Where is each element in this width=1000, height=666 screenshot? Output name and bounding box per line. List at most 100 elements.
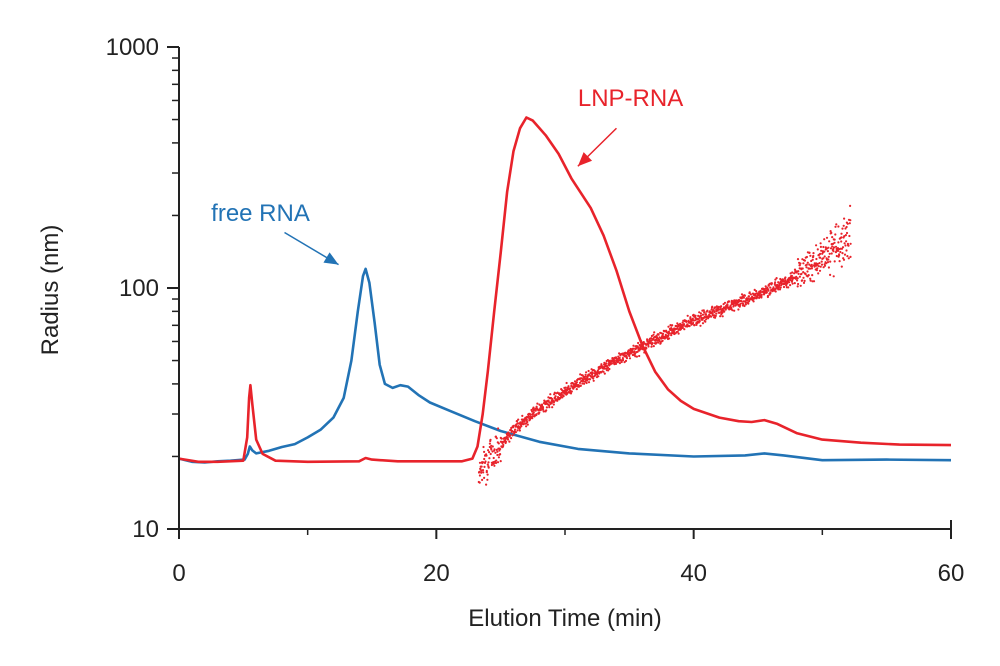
scatter-point: [702, 309, 705, 312]
scatter-point: [494, 435, 497, 438]
scatter-point: [791, 271, 794, 274]
scatter-point: [832, 250, 835, 253]
scatter-point: [677, 332, 680, 335]
scatter-point: [499, 460, 502, 463]
scatter-point: [626, 351, 630, 354]
scatter-point: [638, 354, 641, 358]
scatter-point: [802, 271, 805, 274]
scatter-point: [632, 344, 635, 347]
scatter-point: [581, 382, 584, 385]
scatter-point: [812, 252, 815, 255]
scatter-point: [748, 291, 751, 294]
scatter-point: [613, 359, 616, 362]
scatter-point: [834, 233, 837, 236]
scatter-point: [811, 274, 814, 277]
scatter-point: [490, 463, 493, 467]
scatter-point: [729, 304, 732, 307]
scatter-point: [541, 406, 545, 409]
scatter-point: [795, 271, 798, 274]
scatter-point: [508, 434, 512, 437]
scatter-point: [759, 291, 763, 294]
scatter-point: [525, 418, 528, 421]
scatter-point: [810, 259, 813, 263]
scatter-point: [579, 384, 582, 387]
scatter-point: [602, 370, 605, 373]
scatter-point: [840, 240, 843, 243]
scatter-point: [840, 232, 843, 235]
scatter-point: [816, 262, 819, 265]
scatter-point: [730, 307, 733, 310]
scatter-point: [793, 272, 796, 275]
scatter-point: [780, 282, 783, 286]
scatter-point: [578, 381, 582, 384]
scatter-point: [685, 320, 688, 323]
scatter-point: [568, 387, 572, 390]
scatter-point: [637, 341, 640, 345]
scatter-point: [698, 311, 701, 314]
scatter-point: [740, 297, 744, 300]
scatter-point: [562, 395, 565, 398]
scatter-point: [531, 410, 534, 413]
scatter-point: [818, 269, 822, 272]
scatter-point: [767, 284, 770, 287]
scatter-point: [478, 474, 481, 477]
scatter-point: [618, 356, 621, 360]
scatter-point: [796, 279, 799, 282]
scatter-point: [842, 258, 846, 261]
scatter-point: [523, 419, 526, 422]
scatter-point: [830, 252, 833, 255]
scatter-point: [549, 393, 552, 396]
scatter-point: [798, 264, 801, 267]
scatter-point: [640, 344, 643, 347]
scatter-point: [597, 375, 600, 378]
scatter-point: [633, 350, 636, 353]
scatter-point: [823, 264, 827, 267]
scatter-point: [668, 337, 671, 340]
scatter-point: [838, 254, 841, 257]
scatter-point: [520, 425, 523, 428]
scatter-point: [739, 302, 742, 305]
scatter-point: [642, 343, 645, 346]
scatter-point: [710, 308, 713, 311]
scatter-point: [823, 238, 826, 241]
scatter-point: [485, 483, 488, 486]
scatter-point: [645, 347, 648, 350]
scatter-point: [715, 312, 718, 315]
scatter-point: [845, 225, 848, 229]
scatter-point: [717, 305, 721, 308]
scatter-point: [711, 314, 714, 317]
scatter-point: [497, 427, 500, 430]
scatter-point: [592, 377, 595, 380]
scatter-point: [840, 265, 843, 268]
scatter-point: [510, 429, 514, 432]
scatter-point: [565, 381, 568, 385]
scatter-point: [737, 308, 740, 311]
scatter-point: [577, 385, 581, 388]
scatter-point: [487, 461, 490, 464]
y-tick-label: 100: [119, 275, 159, 302]
scatter-point: [480, 465, 483, 468]
lnp-rna-annotation: LNP-RNA: [578, 85, 683, 112]
scatter-point: [699, 314, 703, 317]
scatter-point: [778, 284, 781, 287]
scatter-point: [656, 336, 659, 339]
scatter-point: [840, 247, 844, 250]
scatter-point: [504, 440, 508, 443]
scatter-point: [570, 384, 573, 388]
scatter-point: [790, 274, 794, 277]
scatter-point: [663, 329, 666, 333]
scatter-point: [486, 463, 489, 466]
scatter-point: [829, 260, 832, 263]
scatter-point: [554, 395, 557, 398]
scatter-point: [493, 448, 496, 451]
scatter-point: [721, 315, 724, 318]
scatter-point: [668, 332, 672, 335]
scatter-point: [722, 303, 725, 306]
scatter-point: [825, 236, 829, 239]
scatter-point: [632, 347, 635, 350]
scatter-point: [832, 275, 835, 278]
scatter-point: [827, 246, 830, 249]
annotation-arrow-head: [577, 152, 593, 167]
scatter-point: [603, 365, 606, 368]
scatter-point: [487, 449, 490, 452]
